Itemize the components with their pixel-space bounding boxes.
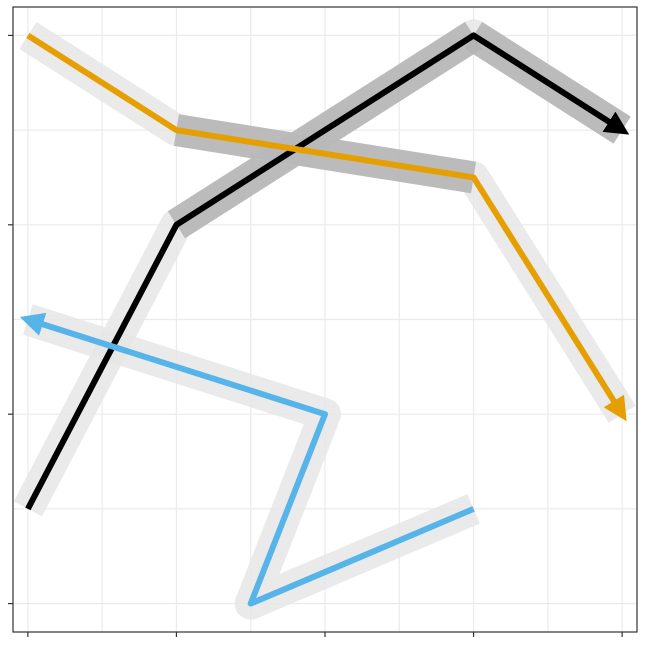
series-1-line: [26, 32, 627, 422]
series-0-line: [25, 32, 630, 511]
series-2-line: [19, 312, 475, 607]
axis-ticks: [8, 34, 623, 637]
series-layer: [19, 32, 630, 607]
